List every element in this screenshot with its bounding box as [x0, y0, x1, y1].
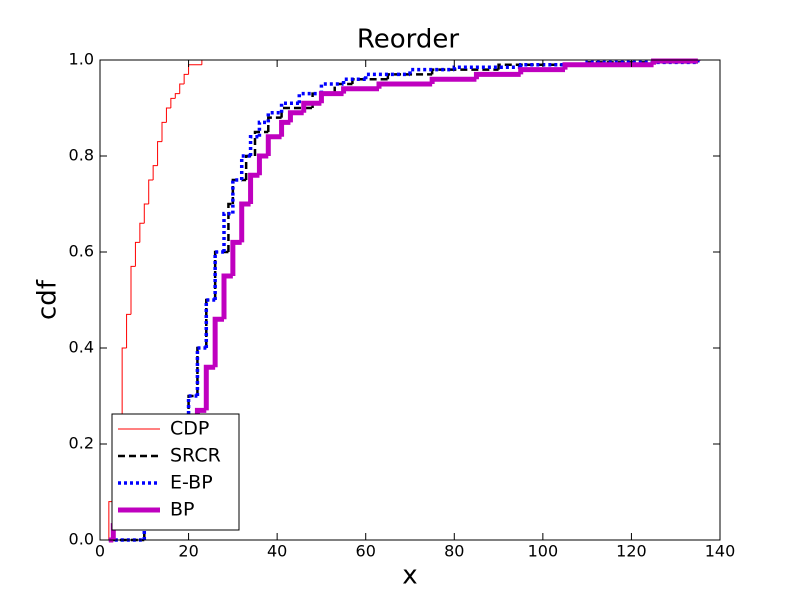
- line-step: [212, 316, 224, 368]
- legend-label: E-BP: [170, 472, 213, 494]
- x-axis-label: x: [402, 561, 417, 591]
- line-step: [279, 119, 291, 137]
- line-step: [139, 222, 145, 243]
- line-step: [429, 76, 477, 84]
- line-step: [497, 63, 588, 70]
- x-tick-label: 80: [444, 542, 464, 561]
- line-step: [231, 178, 247, 204]
- line-step: [363, 72, 410, 80]
- line-step: [152, 165, 158, 180]
- x-tick-label: 120: [616, 542, 647, 561]
- line-step: [341, 86, 379, 94]
- line-step: [170, 97, 176, 108]
- line-step: [280, 106, 313, 118]
- chart-title: Reorder: [357, 25, 460, 55]
- x-tick-label: 100: [528, 542, 559, 561]
- line-step: [518, 67, 565, 75]
- line-step: [253, 130, 269, 156]
- legend-label: SRCR: [170, 445, 221, 467]
- line-step: [165, 107, 171, 123]
- line-step: [130, 265, 136, 315]
- line-step: [267, 116, 282, 132]
- legend-label: CDP: [170, 418, 209, 440]
- line-step: [213, 250, 224, 300]
- x-tick-label: 60: [356, 542, 376, 561]
- line-step: [157, 141, 162, 166]
- line-step: [319, 82, 344, 94]
- x-tick-label: 140: [705, 542, 736, 561]
- legend-label: BP: [170, 499, 195, 521]
- line-step: [301, 100, 322, 113]
- x-tick-label: 40: [267, 542, 287, 561]
- plot-frame: [99, 59, 721, 541]
- line-step: [230, 239, 242, 276]
- line-step: [174, 93, 180, 99]
- line-step: [227, 202, 233, 252]
- y-tick-label: 0.0: [69, 530, 94, 549]
- line-step: [195, 346, 207, 396]
- line-step: [134, 241, 140, 267]
- line-step: [341, 77, 366, 84]
- line-step: [248, 135, 260, 156]
- y-tick-label: 1.0: [69, 50, 94, 69]
- line-step: [651, 58, 698, 65]
- line-step: [256, 153, 269, 176]
- line-step: [265, 134, 282, 156]
- line-step: [148, 179, 154, 204]
- line-step: [126, 313, 131, 348]
- legend: CDP SRCR E-BP BP: [111, 413, 240, 531]
- line-step: [203, 364, 216, 411]
- line-step: [333, 82, 353, 94]
- line-step: [143, 203, 149, 224]
- line-step: [244, 154, 255, 180]
- y-tick-label: 0.6: [69, 242, 94, 261]
- line-step: [179, 83, 185, 94]
- line-step: [204, 298, 216, 348]
- y-tick-label: 0.8: [69, 146, 94, 165]
- line-step: [183, 73, 189, 84]
- line-step: [473, 71, 521, 80]
- line-step: [187, 394, 198, 420]
- line-step: [266, 111, 282, 123]
- line-step: [121, 347, 127, 435]
- line-step: [318, 91, 344, 104]
- x-tick-label: 20: [178, 542, 198, 561]
- line-step: [287, 110, 304, 123]
- line-step: [248, 172, 260, 204]
- line-step: [518, 63, 588, 68]
- y-tick-label: 0.4: [69, 338, 94, 357]
- y-axis-label: cdf: [33, 279, 63, 320]
- line-step: [186, 394, 198, 420]
- line-step: [297, 91, 322, 104]
- line-step: [239, 201, 251, 243]
- line-step: [161, 121, 167, 142]
- line-step: [408, 67, 455, 75]
- line-step: [222, 211, 233, 252]
- line-step: [452, 65, 521, 70]
- y-tick-label: 0.2: [69, 434, 94, 453]
- line-step: [562, 62, 654, 70]
- line-step: [257, 120, 269, 137]
- line-step: [221, 273, 233, 320]
- line-step: [376, 81, 433, 89]
- line-step: [239, 154, 251, 180]
- x-tick-label: 0: [95, 542, 105, 561]
